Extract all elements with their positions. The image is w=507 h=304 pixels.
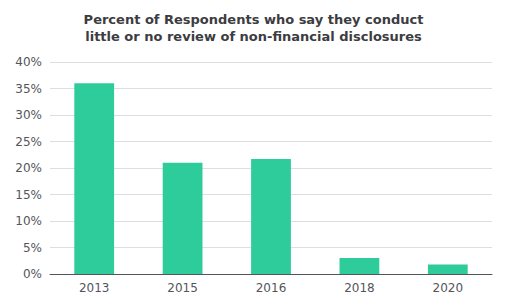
svg-text:2016: 2016 [256, 281, 287, 295]
svg-text:2018: 2018 [344, 281, 375, 295]
svg-text:40%: 40% [15, 55, 42, 69]
svg-text:5%: 5% [23, 241, 42, 255]
svg-text:25%: 25% [15, 135, 42, 149]
svg-text:little or no review of non-fin: little or no review of non-financial dis… [85, 29, 422, 44]
svg-text:0%: 0% [23, 267, 42, 281]
svg-text:2015: 2015 [167, 281, 198, 295]
svg-text:10%: 10% [15, 214, 42, 228]
svg-text:2020: 2020 [433, 281, 464, 295]
svg-text:Percent of Respondents who say: Percent of Respondents who say they cond… [84, 12, 424, 27]
svg-text:35%: 35% [15, 82, 42, 96]
svg-text:15%: 15% [15, 188, 42, 202]
svg-text:20%: 20% [15, 161, 42, 175]
svg-text:30%: 30% [15, 108, 42, 122]
svg-text:2013: 2013 [79, 281, 110, 295]
